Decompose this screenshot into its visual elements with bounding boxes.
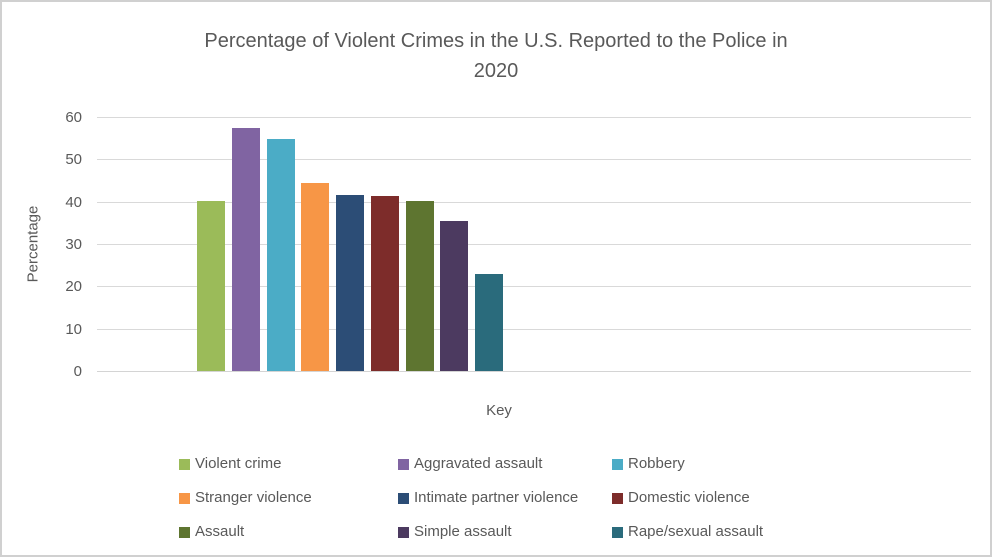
legend-swatch-icon	[612, 526, 623, 538]
legend-item-violent-crime: Violent crime	[179, 456, 281, 472]
gridline	[97, 202, 971, 203]
gridline	[97, 117, 971, 118]
y-tick-label: 60	[65, 109, 82, 126]
bar-aggravated-assault	[232, 128, 260, 371]
legend-swatch-icon	[398, 526, 409, 538]
y-tick-label: 40	[65, 194, 82, 211]
bar-simple-assault	[440, 221, 468, 371]
legend-swatch-icon	[179, 492, 190, 504]
gridline	[97, 329, 971, 330]
gridline	[97, 159, 971, 160]
legend-item-assault: Assault	[179, 524, 244, 540]
legend-row: Violent crime Aggravated assault Robbery	[179, 456, 879, 472]
bar-assault	[406, 201, 434, 371]
legend-swatch-icon	[179, 458, 190, 470]
legend-swatch-icon	[612, 458, 623, 470]
legend-label: Robbery	[628, 455, 685, 472]
x-axis-line	[97, 371, 971, 372]
y-tick-label: 50	[65, 151, 82, 168]
y-tick-label: 10	[65, 321, 82, 338]
y-axis-title: Percentage	[24, 205, 42, 283]
legend-label: Rape/sexual assault	[628, 523, 764, 540]
legend-item-aggravated-assault: Aggravated assault	[398, 456, 542, 472]
chart-title-line-1: Percentage of Violent Crimes in the U.S.…	[204, 30, 788, 52]
bar-robbery	[267, 139, 295, 371]
legend-item-domestic-violence: Domestic violence	[612, 490, 750, 506]
legend-label: Intimate partner violence	[414, 489, 579, 506]
bar-violent-crime	[197, 201, 225, 371]
legend-swatch-icon	[612, 492, 623, 504]
legend-swatch-icon	[398, 492, 409, 504]
plot-area	[97, 117, 971, 372]
bar-intimate-partner-violence	[336, 195, 364, 371]
bar-stranger-violence	[301, 183, 329, 371]
y-axis-labels: 0 10 20 30 40 50 60	[42, 109, 88, 380]
gridline	[97, 286, 971, 287]
legend-label: Aggravated assault	[414, 455, 543, 472]
gridline	[97, 244, 971, 245]
legend-item-stranger-violence: Stranger violence	[179, 490, 312, 506]
legend-item-rape-sexual-assault: Rape/sexual assault	[612, 524, 763, 540]
legend-label: Assault	[195, 523, 245, 540]
y-tick-label: 0	[73, 363, 82, 380]
chart-title: Percentage of Violent Crimes in the U.S.…	[2, 26, 990, 86]
x-axis-title: Key	[486, 402, 512, 419]
legend-row: Stranger violence Intimate partner violen…	[179, 490, 879, 506]
legend-item-intimate-partner-violence: Intimate partner violence	[398, 490, 578, 506]
legend-label: Simple assault	[414, 523, 512, 540]
legend-label: Domestic violence	[628, 489, 750, 506]
bar-rape-sexual-assault	[475, 274, 503, 371]
legend-item-robbery: Robbery	[612, 456, 685, 472]
legend-item-simple-assault: Simple assault	[398, 524, 512, 540]
chart-title-line-2: 2020	[473, 60, 519, 82]
legend-label: Stranger violence	[195, 489, 312, 506]
legend-label: Violent crime	[195, 455, 282, 472]
legend: Violent crime Aggravated assault Robbery St…	[179, 456, 879, 546]
legend-swatch-icon	[398, 458, 409, 470]
legend-swatch-icon	[179, 526, 190, 538]
legend-row: Assault Simple assault Rape/sexual assault	[179, 524, 879, 540]
y-tick-label: 30	[65, 236, 82, 253]
bar-domestic-violence	[371, 196, 399, 371]
y-tick-label: 20	[65, 278, 82, 295]
